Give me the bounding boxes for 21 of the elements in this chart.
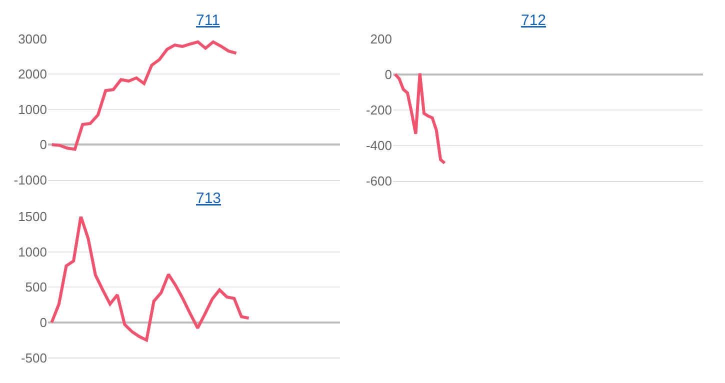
y-tick-label: 0	[40, 314, 47, 330]
y-tick-label: 200	[370, 31, 392, 46]
y-tick-label: 500	[25, 280, 47, 295]
y-tick-label: 0	[384, 66, 392, 82]
y-tick-label: -600	[366, 173, 392, 188]
y-tick-label: 1000	[18, 244, 47, 260]
y-tick-label: 0	[40, 137, 47, 152]
y-tick-label: 1000	[18, 102, 47, 117]
line-series	[50, 216, 250, 342]
y-tick-label: -400	[366, 138, 392, 153]
y-tick-label: -1000	[14, 172, 47, 188]
chart-title: 711	[196, 12, 220, 29]
y-tick-label: 3000	[18, 31, 47, 46]
y-tick-label: -500	[20, 350, 47, 366]
y-tick-label: 2000	[18, 66, 47, 82]
y-tick-label: 1500	[18, 209, 47, 224]
y-tick-label: -200	[366, 102, 392, 118]
line-series	[394, 72, 446, 165]
chart-title: 713	[196, 190, 222, 207]
chart-title: 712	[521, 12, 546, 29]
line-series	[50, 40, 238, 151]
